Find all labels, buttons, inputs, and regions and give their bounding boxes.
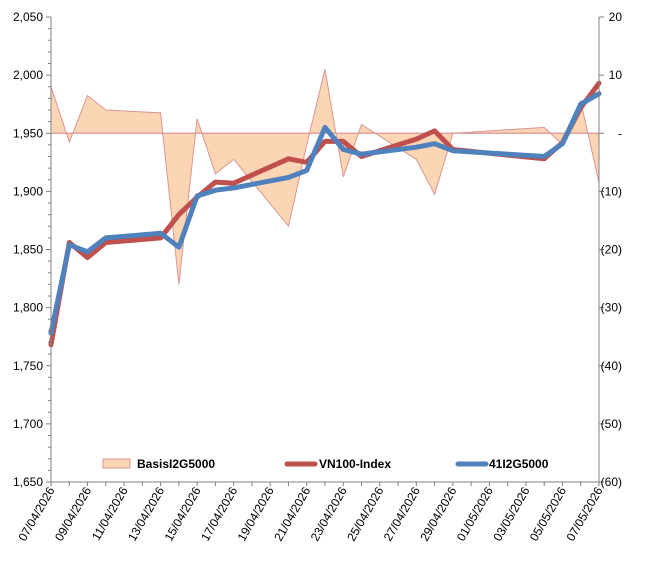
left-axis-tick-label: 1,700 <box>13 417 43 431</box>
legend-label-basis: BasisI2G5000 <box>137 457 215 471</box>
left-axis-tick-label: 1,650 <box>13 475 43 489</box>
x-axis-tick-label: 15/04/2026 <box>162 484 204 543</box>
x-axis-tick-label: 03/05/2026 <box>490 484 532 543</box>
left-axis-tick-label: 1,850 <box>13 243 43 257</box>
x-axis-tick-label: 17/04/2026 <box>198 484 240 543</box>
x-axis-tick-label: 07/05/2026 <box>563 484 605 543</box>
x-axis-tick-label: 13/04/2026 <box>125 484 167 543</box>
x-axis-tick-label: 09/04/2026 <box>52 484 94 543</box>
right-axis-tick-label: (50) <box>601 417 622 431</box>
x-axis-tick-label: 25/04/2026 <box>344 484 386 543</box>
x-axis-tick-label: 01/05/2026 <box>454 484 496 543</box>
right-axis-tick-label: - <box>618 126 622 140</box>
line-series-41i2g5000 <box>48 91 602 336</box>
left-axis-tick-label: 1,950 <box>13 126 43 140</box>
left-axis-tick-label: 1,750 <box>13 359 43 373</box>
x-axis-tick-label: 11/04/2026 <box>89 484 131 543</box>
left-axis-tick-label: 2,050 <box>13 10 43 24</box>
left-axis-tick-label: 2,000 <box>13 68 43 82</box>
x-axis-tick-label: 23/04/2026 <box>308 484 350 543</box>
area-series-basis <box>50 69 600 285</box>
x-axis-tick-label: 27/04/2026 <box>381 484 423 543</box>
x-axis-tick-label: 21/04/2026 <box>271 484 313 543</box>
x-axis-tick-label: 07/04/2026 <box>15 484 57 543</box>
legend-label-41i2g5000: 41I2G5000 <box>489 457 549 471</box>
legend: BasisI2G5000 VN100-Index 41I2G5000 <box>102 457 549 471</box>
area-series-layer <box>50 69 600 285</box>
right-axis-tick-label: (40) <box>601 359 622 373</box>
left-axis-tick-label: 1,900 <box>13 184 43 198</box>
legend-swatch-basis <box>102 458 131 469</box>
legend-label-vn100-index: VN100-Index <box>319 457 391 471</box>
right-axis-tick-label: (20) <box>601 243 622 257</box>
right-axis-tick-label: (30) <box>601 301 622 315</box>
right-axis-tick-label: (60) <box>601 475 622 489</box>
right-axis-tick-label: 20 <box>609 10 623 24</box>
x-axis-tick-label: 29/04/2026 <box>417 484 459 543</box>
right-axis-tick-label: (10) <box>601 184 622 198</box>
x-axis-tick-label: 19/04/2026 <box>235 484 277 543</box>
x-axis-tick-label: 05/05/2026 <box>527 484 569 543</box>
left-axis-tick-label: 1,800 <box>13 301 43 315</box>
right-axis-tick-label: 10 <box>609 68 623 82</box>
line-series-layer <box>48 80 602 348</box>
